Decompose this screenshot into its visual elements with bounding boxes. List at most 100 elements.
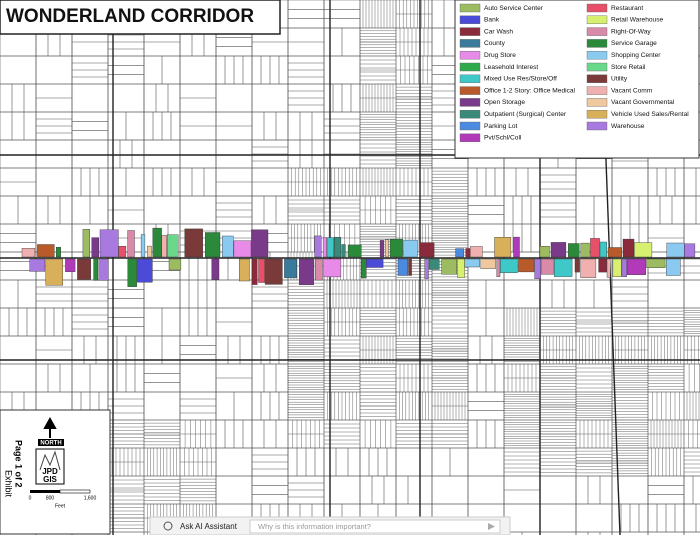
corridor-parcel bbox=[666, 258, 681, 276]
corridor-parcel bbox=[137, 258, 153, 283]
legend-label: Bank bbox=[484, 17, 500, 24]
corridor-parcel bbox=[513, 236, 520, 258]
legend-swatch bbox=[459, 3, 481, 13]
corridor-parcel bbox=[385, 239, 389, 258]
corridor-parcel bbox=[264, 258, 283, 285]
corridor-parcel bbox=[284, 258, 297, 279]
parcel-block bbox=[683, 363, 700, 393]
legend-label: Vehicle Used Sales/Rental bbox=[611, 111, 689, 118]
corridor-parcel bbox=[554, 258, 573, 277]
corridor-parcel bbox=[314, 235, 322, 258]
corridor-parcel bbox=[621, 258, 627, 277]
corridor-parcel bbox=[496, 258, 501, 277]
parcel-block bbox=[683, 503, 700, 533]
send-icon[interactable] bbox=[488, 523, 495, 530]
corridor-parcel bbox=[166, 234, 179, 258]
legend-swatch bbox=[586, 3, 608, 13]
legend-box bbox=[454, 0, 700, 159]
logo-icon bbox=[39, 450, 61, 471]
legend-swatch bbox=[459, 86, 481, 95]
legend-swatch bbox=[586, 74, 608, 84]
legend-swatch bbox=[459, 121, 481, 131]
scale-bar bbox=[30, 490, 60, 493]
legend-label: County bbox=[484, 40, 506, 47]
legend-label: Parking Lot bbox=[484, 123, 518, 130]
legend-swatch bbox=[459, 74, 481, 84]
legend-swatch bbox=[586, 27, 608, 36]
corridor-parcel bbox=[540, 258, 555, 275]
corridor-parcel bbox=[441, 258, 458, 275]
title-box bbox=[0, 0, 281, 35]
corridor-parcel bbox=[322, 237, 327, 258]
parcel-block bbox=[683, 475, 700, 505]
corridor-parcel bbox=[211, 258, 220, 280]
corridor-parcel bbox=[334, 236, 342, 258]
parcel-block bbox=[683, 391, 700, 421]
corridor-parcel bbox=[539, 245, 550, 258]
logo-text: GIS bbox=[43, 475, 57, 484]
corridor-parcel bbox=[598, 258, 607, 273]
corridor-parcel bbox=[627, 258, 646, 275]
parcel-block bbox=[683, 419, 700, 449]
corridor-parcel bbox=[408, 258, 412, 276]
corridor-parcel bbox=[45, 258, 64, 286]
corridor-parcel bbox=[341, 244, 346, 258]
corridor-parcel bbox=[403, 239, 418, 258]
scale-label: 1,600 bbox=[84, 495, 97, 501]
legend-swatch bbox=[459, 27, 481, 36]
north-label-bg bbox=[38, 439, 64, 446]
legend-swatch bbox=[586, 121, 608, 131]
legend-label: Drug Store bbox=[484, 52, 516, 59]
parcel-block bbox=[683, 223, 700, 253]
corridor-parcel bbox=[168, 258, 182, 271]
north-label: NORTH bbox=[40, 441, 61, 447]
corridor-parcel bbox=[347, 244, 362, 258]
corridor-layer bbox=[21, 227, 696, 287]
assistant-input[interactable] bbox=[249, 519, 501, 534]
legend-swatch bbox=[459, 133, 481, 143]
legend-swatch bbox=[459, 51, 481, 60]
corridor-parcel bbox=[590, 238, 600, 258]
corridor-parcel bbox=[500, 258, 518, 273]
legend-label: Vacant Governmental bbox=[611, 99, 675, 106]
north-arrow bbox=[43, 416, 57, 438]
scale-unit: Feet bbox=[55, 503, 66, 509]
corridor-parcel bbox=[65, 258, 76, 272]
corridor-parcel bbox=[77, 258, 91, 280]
scale-bar bbox=[59, 489, 91, 494]
corridor-parcel bbox=[184, 228, 203, 258]
corridor-parcel bbox=[161, 235, 167, 258]
corridor-parcel bbox=[622, 238, 635, 258]
corridor-parcel bbox=[455, 248, 464, 258]
corridor-parcel bbox=[251, 229, 269, 258]
corridor-parcel bbox=[140, 234, 146, 258]
legend-swatch bbox=[586, 86, 608, 95]
corridor-parcel bbox=[428, 258, 440, 270]
legend-swatch bbox=[459, 62, 481, 72]
legend: Auto Service Center Bank Car Wash County Dru… bbox=[459, 3, 689, 143]
corridor-parcel bbox=[470, 246, 483, 258]
corridor-parcel bbox=[251, 258, 258, 285]
corridor-parcel bbox=[457, 258, 465, 278]
page-label: Page 1 of 2 bbox=[14, 440, 24, 488]
corridor-parcel bbox=[580, 242, 590, 258]
logo-text: JPD bbox=[42, 467, 58, 476]
assistant-button[interactable]: Ask AI Assistant bbox=[180, 522, 238, 531]
corridor-parcel bbox=[299, 258, 314, 285]
legend-swatch bbox=[459, 98, 481, 107]
corridor-parcel bbox=[397, 258, 409, 276]
parcel-block bbox=[611, 531, 649, 535]
scale-label: 0 bbox=[29, 495, 32, 501]
legend-label: Right-Of-Way bbox=[611, 28, 651, 35]
parcel-block bbox=[503, 531, 541, 535]
corridor-parcel bbox=[221, 235, 234, 258]
legend-label: Store Retail bbox=[611, 64, 646, 71]
legend-label: Service Garage bbox=[611, 40, 657, 47]
parcel-block bbox=[683, 279, 700, 309]
legend-swatch bbox=[459, 109, 481, 119]
corridor-parcel bbox=[419, 242, 435, 258]
map-title: WONDERLAND CORRIDOR bbox=[6, 6, 254, 27]
corridor-parcel bbox=[127, 258, 137, 287]
corridor-parcel bbox=[93, 258, 98, 281]
parcel-block bbox=[539, 531, 577, 535]
